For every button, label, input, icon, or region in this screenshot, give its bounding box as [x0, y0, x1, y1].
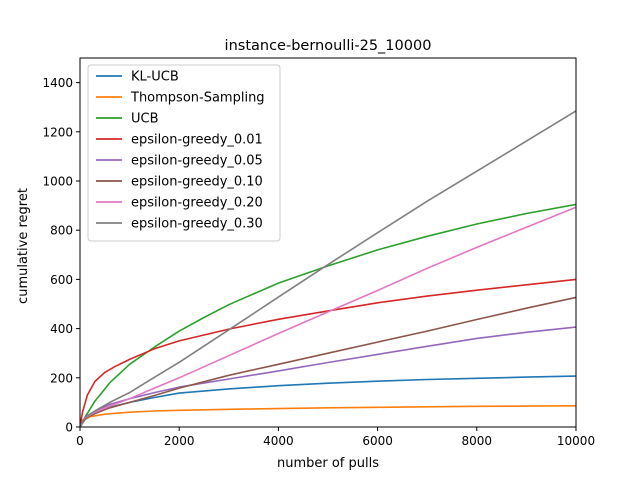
axes-frame: [79, 57, 577, 428]
x-tick-label: 6000: [362, 434, 393, 448]
x-tick-label: 8000: [462, 434, 493, 448]
x-tick-label: 10000: [557, 434, 595, 448]
y-tick-label: 600: [50, 273, 73, 287]
x-tick-label: 4000: [263, 434, 294, 448]
series-group: [80, 110, 576, 427]
series-line-7: [80, 110, 576, 427]
y-tick-label: 200: [50, 371, 73, 385]
legend-label-5: epsilon-greedy_0.10: [131, 175, 263, 190]
legend-label-3: epsilon-greedy_0.01: [131, 133, 263, 148]
chart-title: instance-bernoulli-25_10000: [225, 38, 432, 54]
series-line-3: [80, 278, 576, 427]
legend-label-1: Thompson-Sampling: [130, 91, 265, 106]
legend-label-4: epsilon-greedy_0.05: [131, 154, 263, 169]
x-axis-label: number of pulls: [277, 456, 379, 471]
legend-label-6: epsilon-greedy_0.20: [131, 196, 263, 211]
y-tick-label: 1200: [42, 125, 73, 139]
y-tick-label: 1000: [42, 175, 73, 189]
x-tick-label: 0: [76, 434, 84, 448]
series-line-5: [80, 296, 576, 427]
legend-label-0: KL-UCB: [131, 70, 179, 85]
y-tick-label: 800: [50, 224, 73, 238]
x-tick-label: 2000: [164, 434, 195, 448]
y-tick-label: 1400: [42, 76, 73, 90]
series-line-2: [80, 203, 576, 427]
plot-area: 0 2000 4000 6000 8000 10000 0 200 400 600 800 1000 1…: [42, 57, 595, 448]
y-tick-label: 0: [65, 421, 73, 435]
y-axis-label: cumulative regret: [16, 188, 31, 304]
legend-frame: [87, 64, 281, 242]
legend-label-2: UCB: [131, 112, 159, 127]
legend: KL-UCB Thompson-Sampling UCB epsilon-greedy…: [87, 64, 281, 242]
legend-label-7: epsilon-greedy_0.30: [131, 217, 263, 232]
series-line-1: [80, 404, 576, 427]
series-line-6: [80, 206, 576, 427]
y-tick-label: 400: [50, 322, 73, 336]
